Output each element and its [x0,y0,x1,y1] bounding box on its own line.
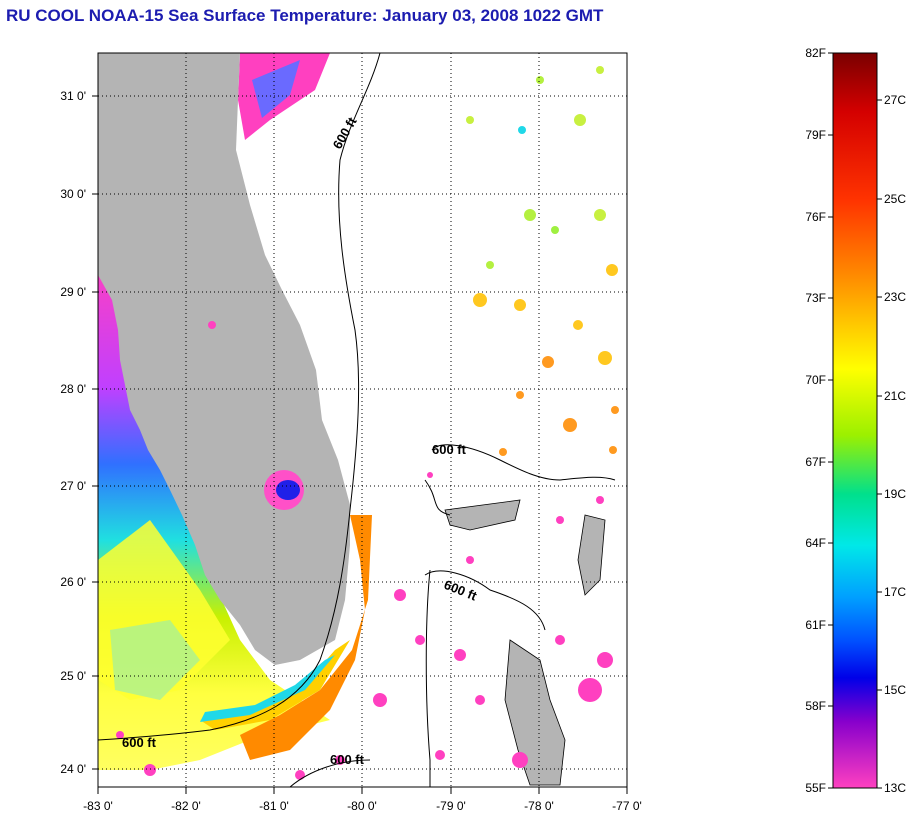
latitude-labels: 31 0' 30 0' 29 0' 28 0' 27 0' 26 0' 25 0… [60,89,86,776]
atlantic-patches [466,66,619,456]
c-label-23: 23C [884,290,906,304]
f-label-55: 55F [805,781,826,795]
lat-label-25: 25 0' [60,669,86,683]
lon-label-77: -77 0' [612,799,642,813]
f-label-70: 70F [805,373,826,387]
lon-label-78: -78 0' [524,799,554,813]
color-bar: 82F 79F 76F 73F 70F 67F 64F 61F 58F 55F … [805,46,906,795]
f-label-61: 61F [805,618,826,632]
lat-label-27: 27 0' [60,479,86,493]
axis-ticks [92,95,628,794]
andros-island [504,639,566,786]
lon-label-83: -83 0' [83,799,113,813]
lat-label-31: 31 0' [60,89,86,103]
longitude-labels: -83 0' -82 0' -81 0' -80 0' -79 0' -78 0… [83,799,642,813]
lon-label-80: -80 0' [347,799,377,813]
fahrenheit-labels: 82F 79F 76F 73F 70F 67F 64F 61F 58F 55F [805,46,826,795]
c-label-21: 21C [884,389,906,403]
lat-label-28: 28 0' [60,382,86,396]
c-label-15: 15C [884,683,906,697]
lon-label-79: -79 0' [436,799,466,813]
bathymetry-contours [98,53,616,787]
keys-warm-band [240,515,372,760]
keys-yellow-band [200,640,350,730]
lat-label-30: 30 0' [60,187,86,201]
f-label-73: 73F [805,291,826,305]
f-label-76: 76F [805,210,826,224]
lon-label-82: -82 0' [171,799,201,813]
c-label-13: 13C [884,781,906,795]
abaco-island [577,514,606,596]
f-label-58: 58F [805,699,826,713]
f-label-79: 79F [805,128,826,142]
contour-label-straits: 600 ft [330,752,365,767]
map-title: RU COOL NOAA-15 Sea Surface Temperature:… [6,6,604,25]
grand-bahama-island [444,499,521,531]
c-label-17: 17C [884,585,906,599]
c-label-19: 19C [884,487,906,501]
florida-land [98,53,350,665]
f-label-82: 82F [805,46,826,60]
contour-label-keys-west: 600 ft [122,735,157,750]
ne-coast-blue [252,60,300,118]
lat-label-29: 29 0' [60,285,86,299]
c-label-27: 27C [884,93,906,107]
c-label-25: 25C [884,192,906,206]
graticule [98,53,627,787]
keys-cyan-band [200,655,335,722]
lat-label-26: 26 0' [60,575,86,589]
gulf-speckle [110,620,200,700]
celsius-labels: 27C 25C 23C 21C 19C 17C 15C 13C [884,93,906,795]
f-label-67: 67F [805,455,826,469]
f-label-64: 64F [805,536,826,550]
lon-label-81: -81 0' [259,799,289,813]
lake-okeechobee-core [276,480,300,500]
color-bar-gradient [832,52,878,789]
contour-label-bahamas-north: 600 ft [432,442,467,457]
lat-label-24: 24 0' [60,762,86,776]
